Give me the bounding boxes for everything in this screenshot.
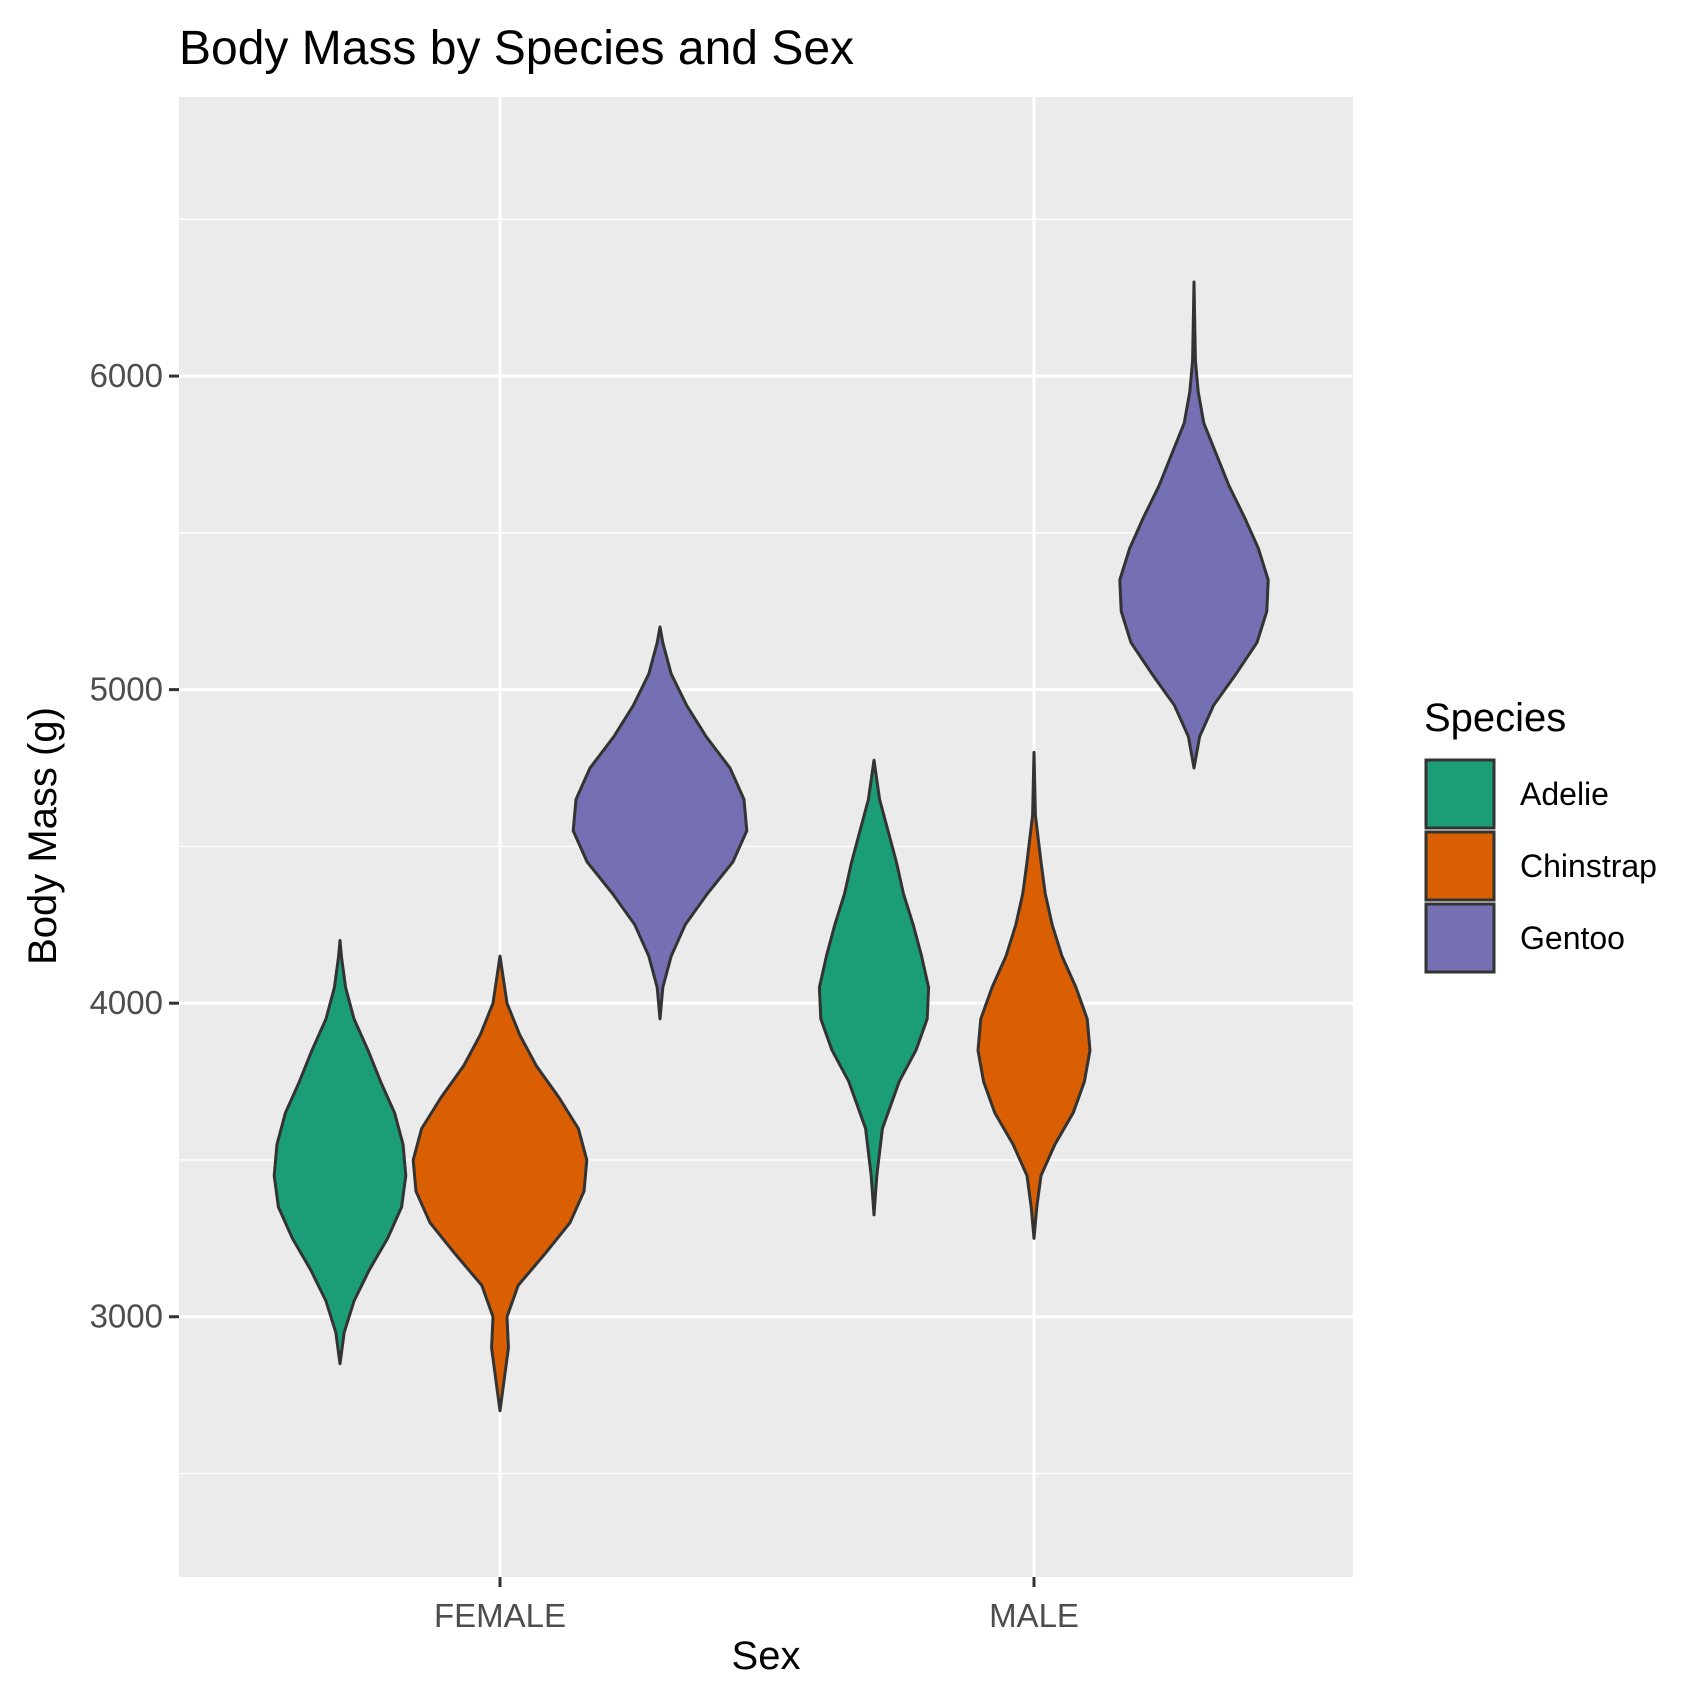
y-axis-title: Body Mass (g) <box>21 707 65 965</box>
legend: Species Adelie Chinstrap Gentoo <box>1424 696 1657 974</box>
legend-key-gentoo <box>1424 902 1496 974</box>
y-tick-label: 3000 <box>90 1298 163 1335</box>
legend-key-adelie <box>1424 758 1496 830</box>
y-tick-label: 6000 <box>90 357 163 394</box>
legend-label-chinstrap: Chinstrap <box>1520 848 1657 884</box>
x-axis: FEMALE MALE <box>434 1577 1079 1634</box>
violin-gentoo-female <box>571 625 749 1021</box>
violin-adelie-male <box>817 758 931 1217</box>
legend-label-gentoo: Gentoo <box>1520 920 1625 956</box>
y-axis: 3000 4000 5000 6000 <box>90 357 179 1335</box>
legend-label-adelie: Adelie <box>1520 776 1609 812</box>
legend-items: Adelie Chinstrap Gentoo <box>1424 758 1657 974</box>
violins-layer <box>272 280 1270 1413</box>
x-tick-label: MALE <box>989 1597 1079 1634</box>
violin-adelie-female <box>272 938 408 1366</box>
x-tick-label: FEMALE <box>434 1597 566 1634</box>
legend-title: Species <box>1424 696 1566 740</box>
y-tick-label: 5000 <box>90 671 163 708</box>
violin-chinstrap-female <box>411 954 589 1413</box>
violin-chinstrap-male <box>976 750 1092 1240</box>
plot-panel <box>179 97 1353 1577</box>
legend-key-chinstrap <box>1424 830 1496 902</box>
violin-gentoo-male <box>1118 280 1270 770</box>
x-axis-title: Sex <box>732 1634 801 1678</box>
chart-title: Body Mass by Species and Sex <box>179 22 854 75</box>
y-tick-label: 4000 <box>90 984 163 1021</box>
